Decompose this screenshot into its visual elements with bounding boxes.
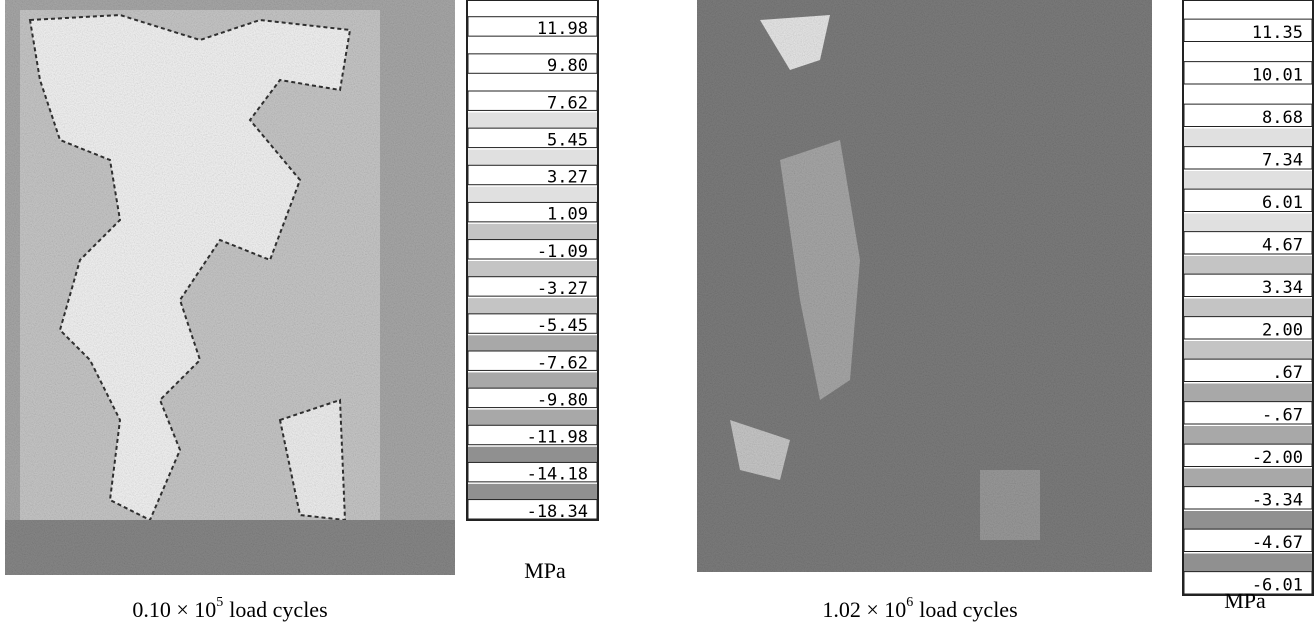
legend-label: 5.45	[547, 130, 588, 150]
legend-label: -1.09	[537, 242, 588, 262]
legend-label: 1.09	[547, 205, 588, 225]
legend-label: -7.62	[537, 353, 588, 373]
legend-label: -2.00	[1252, 448, 1303, 468]
legend-label: 7.62	[547, 93, 588, 113]
legend-swatch	[468, 75, 597, 92]
legend-swatch	[1184, 1, 1312, 20]
caption: 0.10 × 105 load cycles	[132, 595, 327, 622]
legend-swatch	[468, 261, 597, 278]
legend-swatch	[468, 224, 597, 241]
legend-swatch	[468, 484, 597, 501]
legend-swatch	[1184, 129, 1312, 148]
legend-label: 8.68	[1262, 108, 1303, 128]
legend-label: 3.34	[1262, 278, 1303, 298]
legend-label: -11.98	[527, 428, 588, 448]
legend-label: 11.98	[537, 19, 588, 39]
stress-map	[5, 0, 455, 575]
stress-map	[697, 0, 1152, 572]
legend-label: -3.34	[1252, 491, 1303, 511]
legend-label: -5.45	[537, 316, 588, 336]
legend-swatch	[1184, 511, 1312, 530]
legend-swatch	[468, 112, 597, 129]
legend-label: 6.01	[1262, 193, 1303, 213]
unit-label: MPa	[1224, 588, 1266, 613]
legend-swatch	[468, 410, 597, 427]
legend-label: 2.00	[1262, 321, 1303, 341]
caption-text: load cycles	[229, 597, 327, 622]
legend-label: -9.80	[537, 390, 588, 410]
legend-label: -4.67	[1252, 533, 1303, 553]
legend-label: 4.67	[1262, 236, 1303, 256]
legend-label: 9.80	[547, 56, 588, 76]
legend-swatch	[468, 298, 597, 315]
caption-exponent: 5	[216, 595, 223, 610]
legend-swatch	[468, 187, 597, 204]
legend-swatch	[1184, 384, 1312, 403]
legend-swatch	[468, 1, 597, 18]
legend-swatch	[1184, 256, 1312, 275]
legend-swatch	[1184, 554, 1312, 573]
legend-swatch	[468, 447, 597, 464]
legend-swatch	[468, 335, 597, 352]
legend-swatch	[1184, 214, 1312, 233]
legend-label: -18.34	[527, 502, 588, 522]
caption-text: load cycles	[919, 597, 1017, 622]
legend-swatch	[468, 150, 597, 167]
legend-label: -14.18	[527, 465, 588, 485]
legend-swatch	[1184, 299, 1312, 318]
caption-base: 1.02 × 10	[822, 597, 906, 622]
legend-label: 11.35	[1252, 23, 1303, 43]
legend-label: 7.34	[1262, 151, 1303, 171]
legend-swatch	[1184, 426, 1312, 445]
legend-swatch	[468, 38, 597, 55]
unit-label: MPa	[524, 558, 566, 583]
legend-label: -.67	[1262, 406, 1303, 426]
legend-swatch	[1184, 341, 1312, 360]
legend-swatch	[1184, 44, 1312, 63]
legend-label: 10.01	[1252, 66, 1303, 86]
caption: 1.02 × 106 load cycles	[822, 595, 1017, 622]
caption-base: 0.10 × 10	[132, 597, 216, 622]
legend-swatch	[1184, 171, 1312, 190]
legend-swatch	[1184, 469, 1312, 488]
figure: 11.98 9.80 7.62 5.45 3.27 1.09 -1.09 -3.27 -5.45…	[0, 0, 1315, 625]
caption-exponent: 6	[906, 595, 913, 610]
legend-swatch	[468, 372, 597, 389]
legend-swatch	[1184, 86, 1312, 105]
legend-label: 3.27	[547, 168, 588, 188]
legend-label: .67	[1272, 363, 1303, 383]
legend-label: -3.27	[537, 279, 588, 299]
